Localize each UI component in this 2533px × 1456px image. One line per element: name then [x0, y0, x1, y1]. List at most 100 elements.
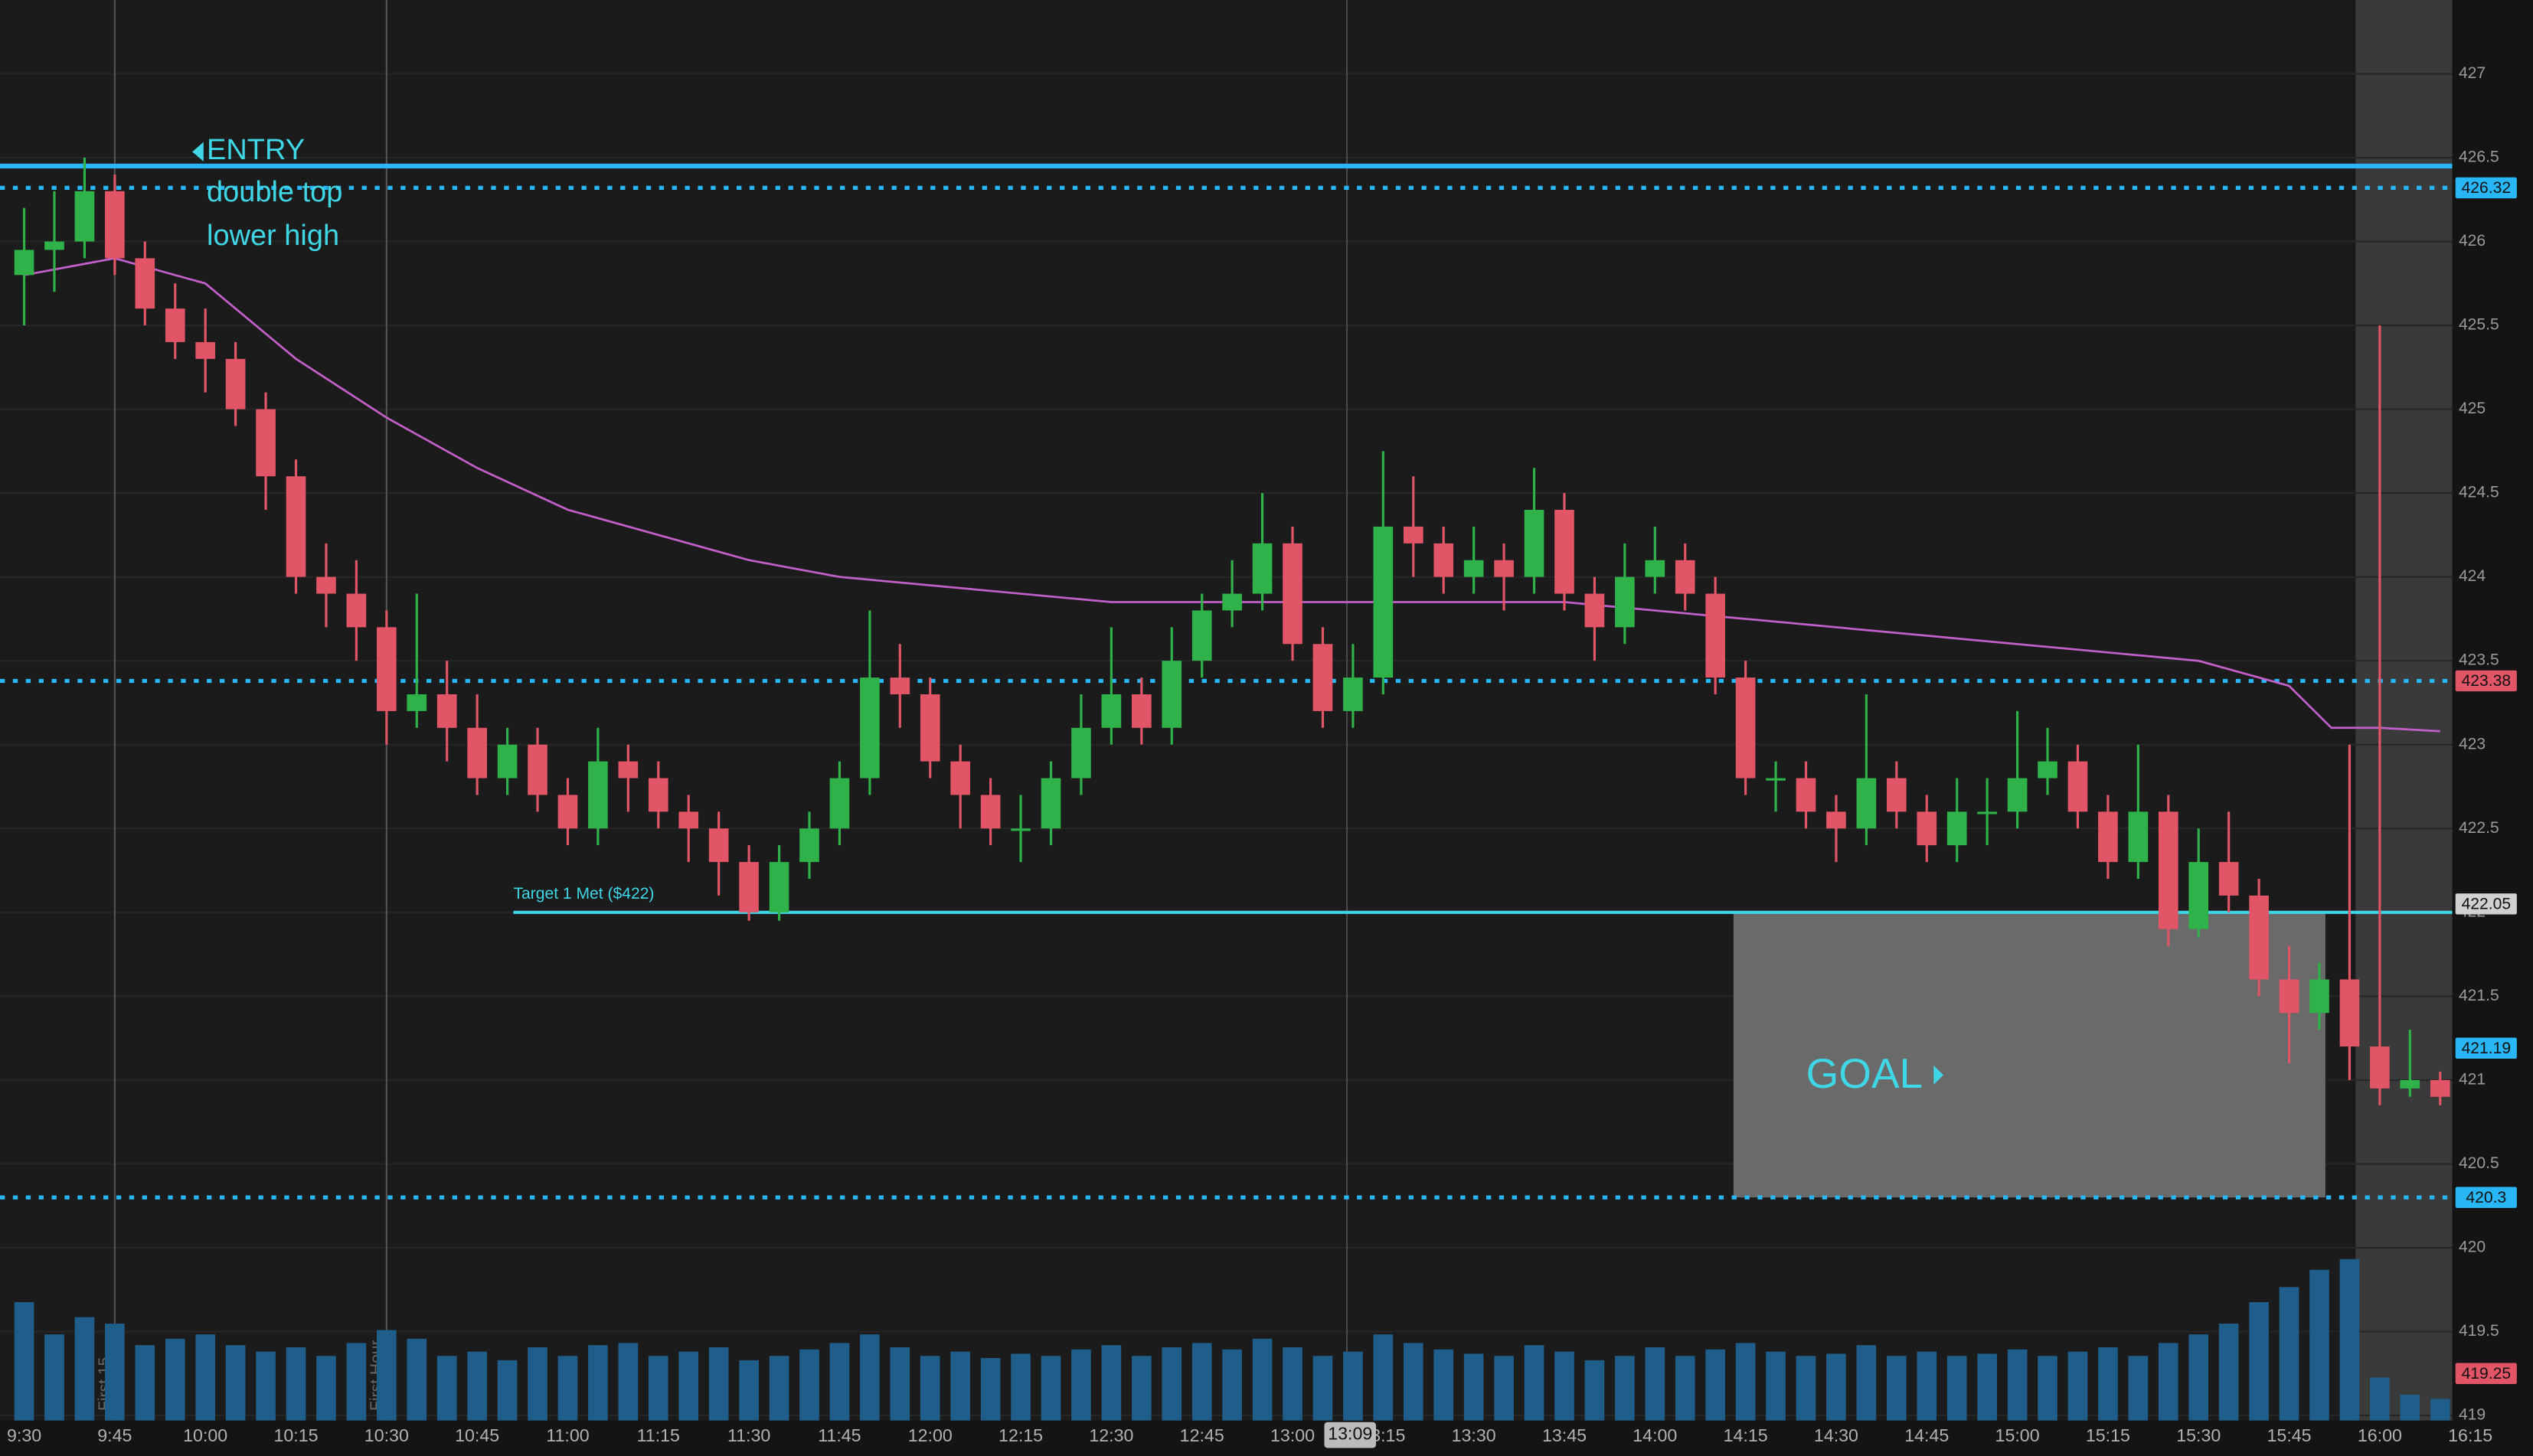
candle-body: [1675, 560, 1695, 594]
volume-bar: [467, 1351, 487, 1421]
y-tick-label: 426.5: [2459, 149, 2499, 166]
volume-bar: [1946, 1356, 1967, 1421]
price-label: 420.3: [2466, 1189, 2506, 1206]
price-label: 423.38: [2462, 672, 2512, 690]
x-tick-label: 15:00: [1995, 1425, 2040, 1445]
volume-bar: [1191, 1343, 1212, 1421]
volume-bar: [2007, 1349, 2028, 1421]
x-tick-label: 11:30: [727, 1425, 770, 1445]
volume-bar: [1312, 1356, 1333, 1421]
goal-arrow: [1933, 1065, 1943, 1085]
candle-body: [1252, 543, 1273, 594]
volume-bar: [1766, 1351, 1786, 1421]
goal-zone: [1733, 912, 2325, 1198]
volume-bar: [195, 1334, 216, 1421]
volume-bar: [1584, 1360, 1605, 1421]
candle-body: [1524, 510, 1544, 577]
candle-body: [739, 862, 759, 912]
volume-bar: [980, 1358, 1001, 1421]
y-tick-label: 420: [2459, 1239, 2486, 1256]
time-axis-background: [0, 1420, 2533, 1456]
volume-bar: [648, 1356, 668, 1421]
volume-bar: [588, 1345, 608, 1421]
candle-body: [2249, 895, 2269, 980]
candle-body: [1373, 526, 1394, 678]
candle-body: [2400, 1079, 2420, 1089]
x-tick-label: 15:30: [2176, 1425, 2221, 1445]
volume-bar: [920, 1356, 940, 1421]
y-tick-label: 425: [2459, 400, 2486, 417]
candle-body: [2188, 862, 2209, 929]
y-tick-label: 421: [2459, 1070, 2486, 1088]
y-tick-label: 424.5: [2459, 484, 2499, 501]
volume-bar: [1403, 1343, 1423, 1421]
volume-bar: [2128, 1356, 2149, 1421]
volume-bar: [950, 1351, 971, 1421]
candle-body: [588, 761, 608, 829]
volume-bar: [1433, 1349, 1454, 1421]
candle-body: [377, 627, 397, 711]
candle-body: [1343, 677, 1363, 711]
volume-bar: [1252, 1338, 1273, 1421]
volume-bar: [860, 1334, 880, 1421]
candle-body: [195, 341, 216, 359]
candle-body: [1826, 811, 1846, 829]
candle-body: [1011, 828, 1031, 831]
x-tick-label: 11:45: [818, 1425, 861, 1445]
candle-body: [1101, 694, 1122, 728]
candle-body: [1554, 510, 1574, 594]
candle-body: [1705, 593, 1726, 678]
candle-body: [799, 828, 819, 863]
candle-body: [920, 694, 940, 762]
x-tick-label: 12:15: [998, 1425, 1043, 1445]
candle-body: [950, 761, 971, 795]
volume-bar: [557, 1356, 578, 1421]
candle-body: [1433, 543, 1454, 577]
candle-body: [1132, 694, 1152, 728]
volume-bar: [1735, 1343, 1756, 1421]
candle-body: [2339, 979, 2360, 1047]
candle-body: [2309, 979, 2329, 1014]
candle-body: [2158, 811, 2178, 929]
price-label: 421.19: [2462, 1040, 2512, 1057]
y-tick-label: 425.5: [2459, 316, 2499, 334]
volume-bar: [1494, 1356, 1514, 1421]
x-tick-label: 15:15: [2086, 1425, 2130, 1445]
candle-body: [165, 309, 185, 342]
candle-body: [2430, 1079, 2450, 1097]
volume-bar: [1132, 1356, 1152, 1421]
candle-body: [618, 761, 639, 779]
candle-body: [105, 191, 125, 259]
price-label-box: [2455, 1037, 2517, 1059]
price-label-box: [2455, 893, 2517, 915]
volume-bar: [1645, 1347, 1665, 1421]
price-label-box: [2455, 670, 2517, 692]
candle-body: [1887, 778, 1907, 812]
x-tick-label: 12:45: [1180, 1425, 1224, 1445]
volume-bar: [1283, 1347, 1302, 1421]
candle-body: [1403, 526, 1423, 544]
price-label: 426.32: [2462, 179, 2512, 197]
volume-bar: [1705, 1349, 1726, 1421]
volume-bar: [2098, 1347, 2118, 1421]
candle-body: [225, 358, 246, 410]
volume-bar: [739, 1360, 759, 1421]
volume-bar: [2249, 1301, 2269, 1421]
candle-body: [1946, 811, 1967, 846]
x-tick-label: 14:00: [1633, 1425, 1677, 1445]
candle-body: [74, 191, 95, 242]
volume-bar: [316, 1356, 336, 1421]
volume-bar: [286, 1347, 306, 1421]
volume-bar: [407, 1338, 427, 1421]
volume-bar: [618, 1343, 639, 1421]
y-tick-label: 419.5: [2459, 1322, 2499, 1340]
volume-bar: [1554, 1351, 1574, 1421]
y-tick-label: 422.5: [2459, 819, 2499, 837]
volume-bar: [1887, 1356, 1907, 1421]
y-tick-label: 426: [2459, 232, 2486, 250]
candle-body: [256, 409, 276, 477]
candle-body: [346, 593, 367, 628]
entry-note: double top: [207, 176, 342, 208]
